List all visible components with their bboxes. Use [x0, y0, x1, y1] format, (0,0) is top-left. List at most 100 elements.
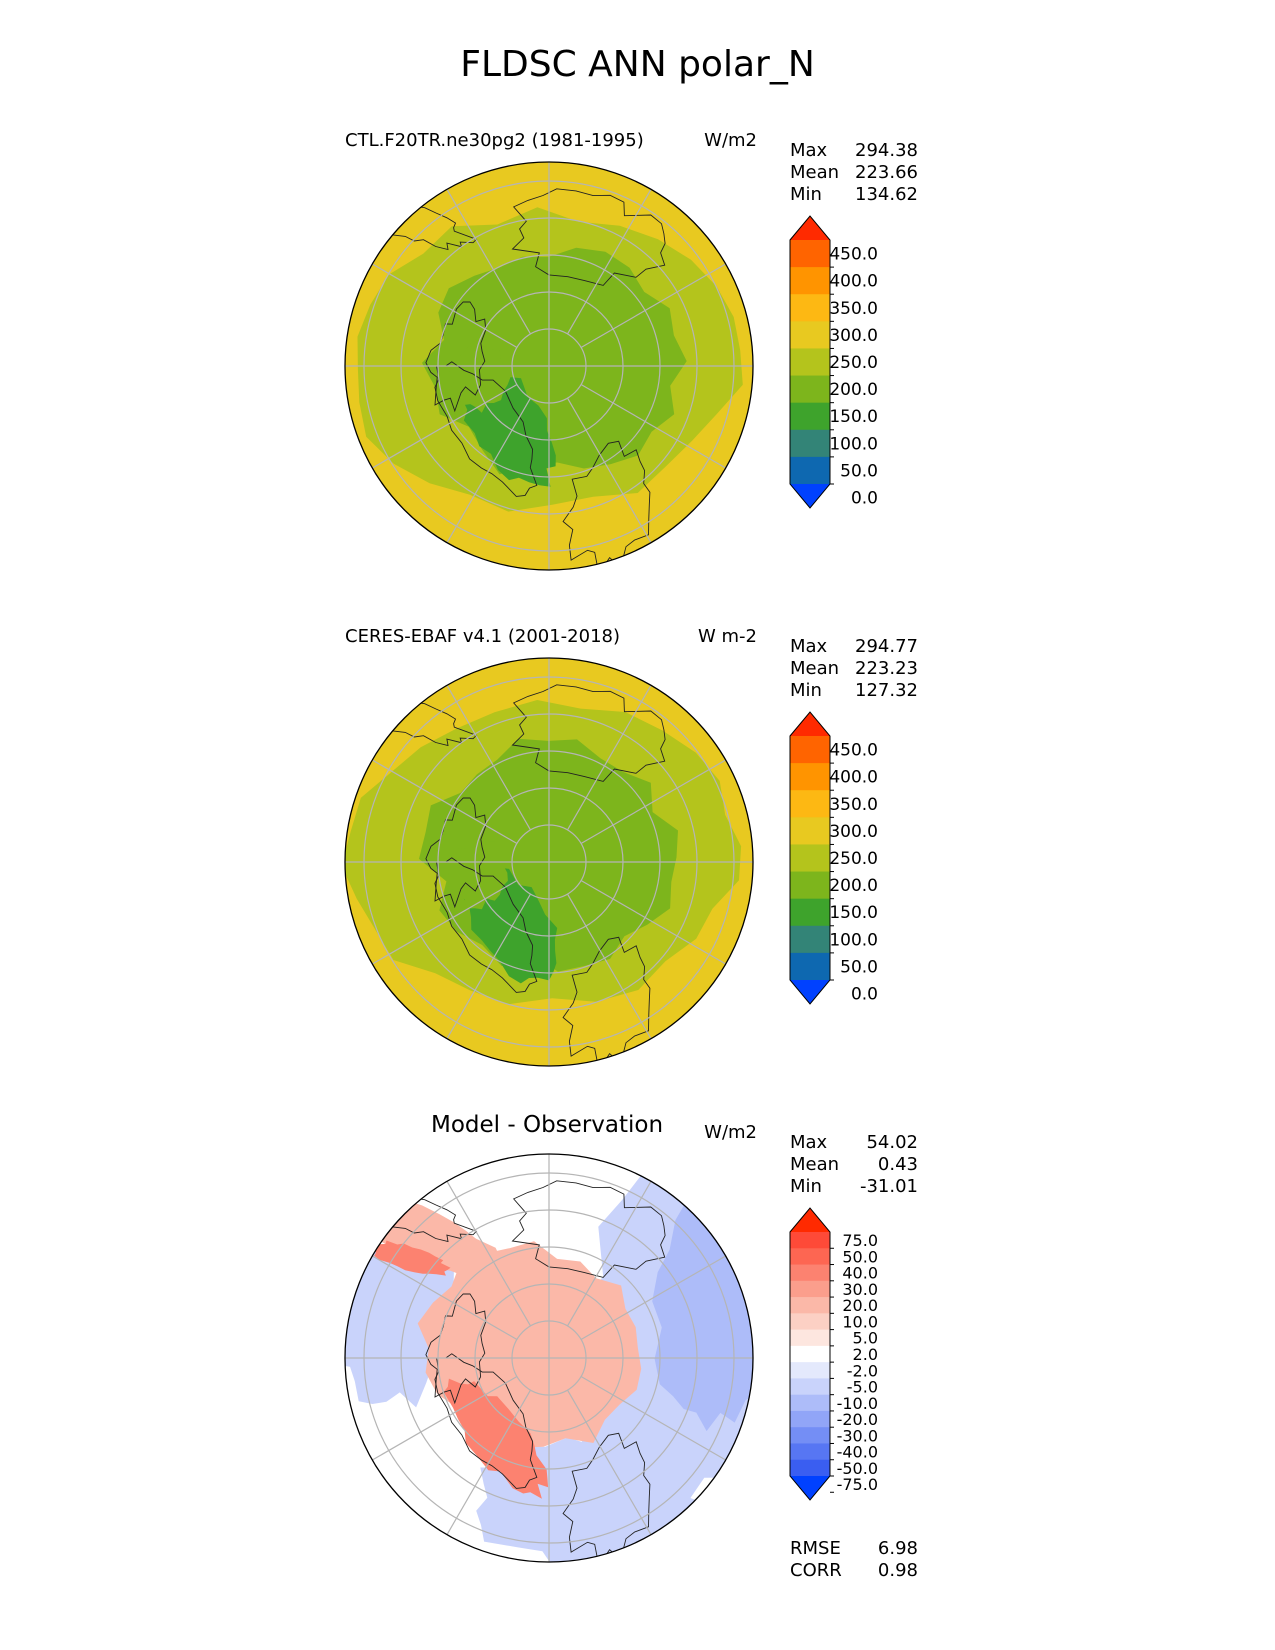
colorbar-tick-label: 450.0 — [829, 245, 878, 265]
panel-units: W m-2 — [697, 626, 757, 647]
colorbar-segment — [790, 456, 830, 485]
colorbar-segment — [790, 1313, 830, 1331]
meridian-line — [446, 893, 532, 1039]
meridian-line — [372, 1375, 518, 1461]
colorbar-segment — [790, 240, 830, 268]
colorbar-tick-label: 150.0 — [829, 407, 878, 427]
coastline — [511, 1180, 666, 1278]
coastline — [434, 1353, 538, 1489]
graticule — [345, 1154, 753, 1562]
colorbar-tick-label: 5.0 — [853, 1329, 878, 1348]
polar-map — [344, 657, 754, 1067]
colorbar-segment — [790, 1378, 830, 1396]
meridian-line — [566, 1181, 652, 1327]
meridian-line — [580, 759, 726, 845]
colorbar-segment — [790, 871, 830, 900]
coastline — [425, 1293, 487, 1405]
colorbar-segment — [790, 348, 830, 377]
colorbar-segment — [790, 817, 830, 845]
colorbar: 450.0 400.0 350.0 300.0 250.0 200.0 150.0 100.0… — [789, 711, 878, 1005]
map-boundary — [344, 1153, 754, 1563]
colorbar-tick-label: 50.0 — [840, 957, 878, 977]
colorbar-extend-min — [790, 484, 830, 508]
colorbar-extend-min — [790, 980, 830, 1004]
colorbar-tick-label: 30.0 — [842, 1280, 878, 1299]
colorbar-segment — [790, 1264, 830, 1282]
meridian-line — [446, 1181, 532, 1327]
colorbar-tick-label: 2.0 — [853, 1345, 878, 1364]
meridian-line — [372, 263, 518, 349]
colorbar-tick-label: 100.0 — [829, 434, 878, 454]
meridian-line — [580, 1255, 726, 1341]
panel-title: CTL.F20TR.ne30pg2 (1981-1995) — [345, 130, 644, 151]
coastline — [434, 857, 538, 993]
meridian-line — [580, 383, 726, 469]
stat-min-value: -31.01 — [859, 1176, 918, 1197]
stat-mean-value: 0.43 — [877, 1154, 918, 1175]
colorbar-segment — [790, 1362, 830, 1379]
colorbar: 450.0 400.0 350.0 300.0 250.0 200.0 150.0 100.0… — [789, 215, 878, 509]
colorbar-tick-label: 10.0 — [842, 1312, 878, 1331]
colorbar-tick-label: 150.0 — [829, 903, 878, 923]
colorbar-segment — [790, 1329, 830, 1347]
colorbar-tick-label: 450.0 — [829, 741, 878, 761]
colorbar-tick-label: 0.0 — [851, 489, 878, 509]
field-positive-strong — [372, 1240, 451, 1276]
colorbar-tick-label: 300.0 — [829, 326, 878, 346]
colorbar-segment — [790, 1280, 830, 1298]
meridian-line — [446, 685, 532, 831]
colorbar-tick-label: 300.0 — [829, 822, 878, 842]
colorbar-segment — [790, 763, 830, 791]
stat-max-value: 54.02 — [866, 1132, 918, 1153]
colorbar-segment — [790, 736, 830, 764]
stat-max-value: 294.38 — [855, 140, 918, 161]
stats-box: Max 294.38 Mean 223.66 Min 134.62 — [790, 140, 918, 206]
colorbar-segment — [790, 1248, 830, 1266]
coastline — [425, 797, 487, 909]
corr-label: CORR — [790, 1560, 842, 1581]
graticule — [345, 658, 753, 1066]
colorbar-segment — [790, 1427, 830, 1444]
colorbar-tick-label: 350.0 — [829, 299, 878, 319]
meridian-line — [566, 189, 652, 335]
coastline — [434, 361, 538, 497]
colorbar-tick-label: 250.0 — [829, 353, 878, 373]
panel-units: W/m2 — [704, 1122, 757, 1143]
meridian-line — [372, 879, 518, 965]
colorbar-tick-label: -40.0 — [837, 1443, 878, 1462]
colorbar-segment — [790, 1410, 830, 1428]
colorbar-segment — [790, 294, 830, 322]
polar-map — [344, 1153, 754, 1563]
rmse-value: 6.98 — [877, 1538, 918, 1559]
meridian-line — [580, 879, 726, 965]
meridian-line — [566, 893, 652, 1039]
colorbar-segment — [790, 1394, 830, 1412]
colorbar-segment — [790, 1297, 830, 1314]
colorbar-tick-label: -5.0 — [847, 1378, 878, 1397]
colorbar-segment — [790, 1459, 830, 1477]
panel-diff: Model - Observation W/m2 Max 54.02 Mean 0.… — [0, 1112, 1275, 1602]
figure-title: FLDSC ANN polar_N — [460, 44, 815, 85]
colorbar-tick-label: 75.0 — [842, 1231, 878, 1250]
panel-ref: CERES-EBAF v4.1 (2001-2018) W m-2 Max 294… — [0, 626, 1275, 1106]
colorbar-segment — [790, 375, 830, 404]
stat-mean-value: 223.23 — [855, 658, 918, 679]
colorbar-segment — [790, 898, 830, 927]
colorbar-tick-label: 40.0 — [842, 1264, 878, 1283]
colorbar-extend-max — [790, 712, 830, 736]
colorbar-tick-label: 50.0 — [840, 461, 878, 481]
map-boundary — [344, 161, 754, 571]
colorbar-segment — [790, 1443, 830, 1461]
colorbar-tick-label: -50.0 — [837, 1459, 878, 1478]
colorbar-tick-label: 200.0 — [829, 380, 878, 400]
metrics-box: RMSE 6.98 CORR 0.98 — [790, 1538, 918, 1582]
coastline — [511, 684, 666, 782]
colorbar-extend-min — [790, 1476, 830, 1500]
panel-title: Model - Observation — [431, 1112, 664, 1138]
colorbar-segment — [790, 321, 830, 349]
meridian-line — [446, 1389, 532, 1535]
stat-mean-label: Mean — [790, 1154, 840, 1175]
meridian-line — [566, 1389, 652, 1535]
stats-box: Max 54.02 Mean 0.43 Min -31.01 — [790, 1132, 918, 1198]
colorbar-tick-label: 250.0 — [829, 849, 878, 869]
